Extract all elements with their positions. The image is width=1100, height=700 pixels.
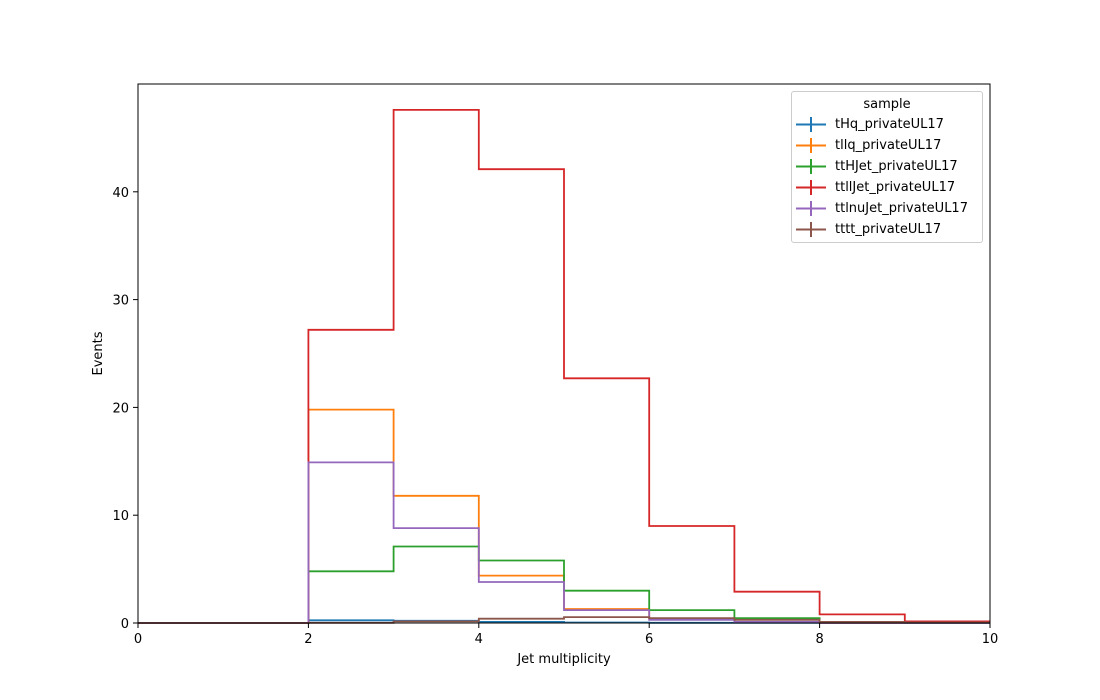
legend-label: tttt_privateUL17 xyxy=(835,222,942,237)
x-tick-label-4: 8 xyxy=(815,632,823,647)
x-axis-label: Jet multiplicity xyxy=(516,652,611,667)
axes-frame xyxy=(137,83,991,624)
legend-swatch-icon xyxy=(796,159,826,174)
y-tick-label-2: 20 xyxy=(112,401,129,416)
legend-item: tttt_privateUL17 xyxy=(792,219,982,240)
y-axis-label: Events xyxy=(91,331,106,375)
legend-title: sample xyxy=(863,97,911,112)
legend-swatch-icon xyxy=(796,180,826,195)
y-tick-label-3: 30 xyxy=(112,294,129,309)
legend-swatch-icon xyxy=(796,117,826,132)
legend-swatch-icon xyxy=(796,138,826,153)
legend-item: ttllJet_privateUL17 xyxy=(792,177,982,198)
series-line-3 xyxy=(138,109,990,624)
legend-label: tHq_privateUL17 xyxy=(835,117,944,132)
legend-label: ttlnuJet_privateUL17 xyxy=(835,201,968,216)
y-tick-label-0: 0 xyxy=(121,617,129,632)
y-tick-label-1: 10 xyxy=(112,509,129,524)
legend-label: tllq_privateUL17 xyxy=(835,138,942,153)
x-tick-label-3: 6 xyxy=(645,632,653,647)
legend-label: ttllJet_privateUL17 xyxy=(835,180,956,195)
x-tick-label-1: 2 xyxy=(304,632,312,647)
legend-rows: tHq_privateUL17 tllq_privateUL17 ttHJet_pr… xyxy=(792,114,982,240)
legend-item: tHq_privateUL17 xyxy=(792,114,982,135)
x-tick-label-5: 10 xyxy=(982,632,999,647)
ticks-layer: 0 2 4 6 8 10 0 10 20 30 40 xyxy=(112,186,998,647)
legend-swatch-icon xyxy=(796,222,826,237)
legend-item: ttlnuJet_privateUL17 xyxy=(792,198,982,219)
x-tick-label-2: 4 xyxy=(475,632,483,647)
legend-item: ttHJet_privateUL17 xyxy=(792,156,982,177)
legend-swatch-icon xyxy=(796,201,826,216)
y-tick-label-4: 40 xyxy=(112,186,129,201)
x-tick-label-0: 0 xyxy=(134,632,142,647)
series-line-4 xyxy=(138,461,990,624)
legend-item: tllq_privateUL17 xyxy=(792,135,982,156)
legend-label: ttHJet_privateUL17 xyxy=(835,159,958,174)
